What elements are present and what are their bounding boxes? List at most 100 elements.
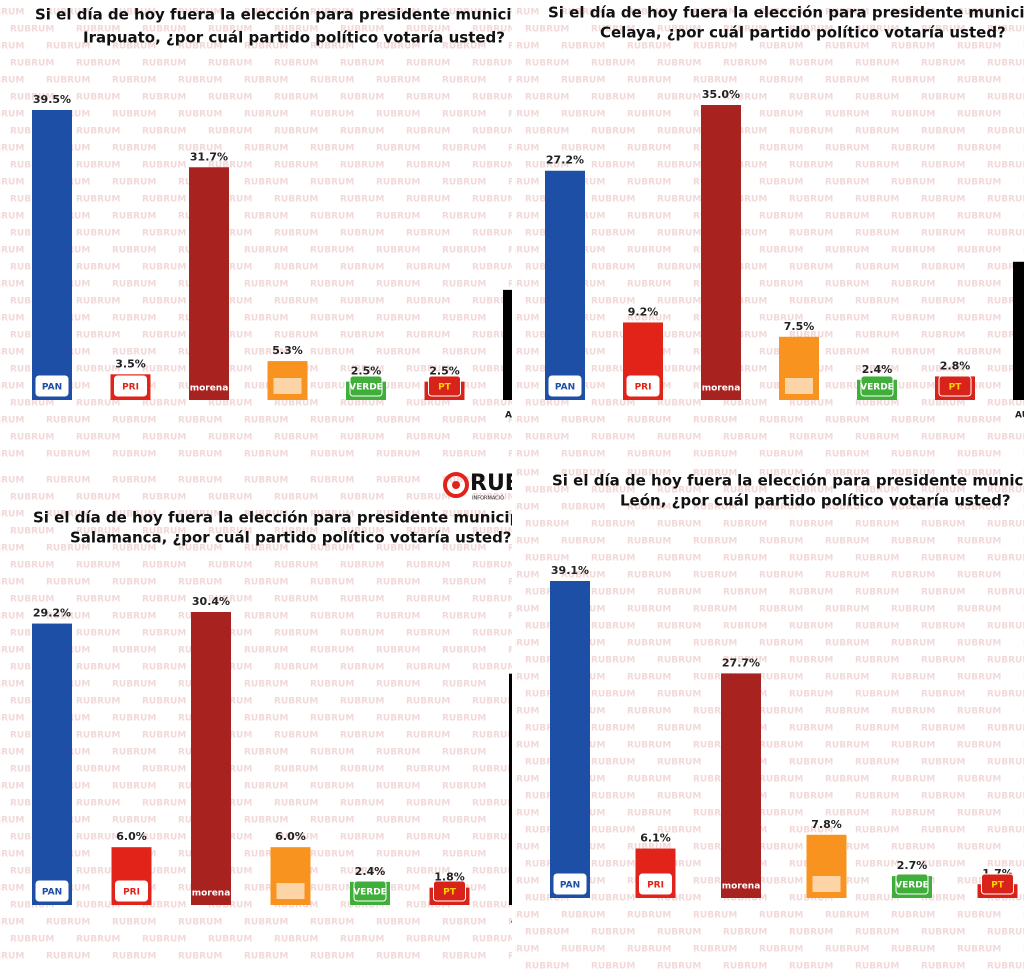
- chart-title: Si el día de hoy fuera la elección para …: [33, 509, 536, 527]
- watermark: RUBRUM: [0, 280, 24, 290]
- panel-background: [515, 461, 1024, 973]
- watermark: RUBRUM: [657, 297, 701, 307]
- watermark: RUBRUM: [921, 656, 965, 666]
- watermark: RUBRUM: [208, 127, 252, 137]
- watermark: RUBRUM: [406, 799, 450, 809]
- watermark: RUBRUM: [508, 416, 552, 426]
- watermark: RUBRUM: [657, 690, 701, 700]
- watermark: RUBRUM: [987, 588, 1024, 598]
- watermark: RUBRUM: [957, 469, 1001, 479]
- watermark: RUBRUM: [561, 537, 605, 547]
- watermark: RUBRUM: [825, 503, 869, 513]
- watermark: RUBRUM: [921, 93, 965, 103]
- watermark: RUBRUM: [472, 433, 516, 443]
- watermark: RUBRUM: [825, 348, 869, 358]
- watermark: RUBRUM: [244, 178, 288, 188]
- watermark: RUBRUM: [406, 161, 450, 171]
- watermark: RUBRUM: [376, 212, 420, 222]
- category-label: PT: [443, 888, 457, 898]
- watermark: RUBRUM: [178, 144, 222, 154]
- watermark: RUBRUM: [442, 144, 486, 154]
- watermark: RUBRUM: [591, 433, 635, 443]
- category-label: AÚN: [505, 409, 527, 421]
- watermark: RUBRUM: [112, 42, 156, 52]
- watermark: RUBRUM: [891, 639, 935, 649]
- watermark: RUBRUM: [376, 612, 420, 622]
- watermark: RUBRUM: [406, 127, 450, 137]
- watermark: RUBRUM: [340, 799, 384, 809]
- category-label: VERDE: [349, 383, 383, 393]
- watermark: RUBRUM: [759, 76, 803, 86]
- watermark: RUBRUM: [472, 765, 516, 775]
- watermark: RUBRUM: [10, 399, 54, 409]
- watermark: RUBRUM: [627, 246, 671, 256]
- watermark: RUBRUM: [891, 450, 935, 460]
- watermark: RUBRUM: [921, 554, 965, 564]
- watermark: RUBRUM: [987, 331, 1024, 341]
- watermark: RUBRUM: [178, 918, 222, 928]
- watermark: RUBRUM: [310, 144, 354, 154]
- watermark: RUBRUM: [76, 127, 120, 137]
- watermark: RUBRUM: [591, 399, 635, 409]
- watermark: RUBRUM: [406, 93, 450, 103]
- watermark: RUBRUM: [921, 59, 965, 69]
- watermark: RUBRUM: [957, 110, 1001, 120]
- watermark: RUBRUM: [472, 833, 516, 843]
- category-label: VERDE: [353, 888, 387, 898]
- watermark: RUBRUM: [508, 918, 552, 928]
- watermark: RUBRUM: [789, 195, 833, 205]
- category-label: PAN: [42, 383, 62, 393]
- watermark: RUBRUM: [825, 571, 869, 581]
- watermark: RUBRUM: [310, 510, 354, 520]
- watermark: RUBRUM: [627, 843, 671, 853]
- watermark: RUBRUM: [855, 331, 899, 341]
- watermark: RUBRUM: [495, 945, 539, 955]
- watermark: RUBRUM: [825, 537, 869, 547]
- watermark: RUBRUM: [142, 195, 186, 205]
- watermark: RUBRUM: [508, 450, 552, 460]
- watermark: RUBRUM: [891, 382, 935, 392]
- watermark: RUBRUM: [142, 229, 186, 239]
- watermark: RUBRUM: [376, 382, 420, 392]
- watermark: RUBRUM: [495, 707, 539, 717]
- watermark: RUBRUM: [855, 622, 899, 632]
- watermark: RUBRUM: [759, 537, 803, 547]
- watermark: RUBRUM: [508, 476, 552, 486]
- watermark: RUBRUM: [693, 877, 737, 887]
- party-logo: [895, 873, 929, 895]
- watermark: RUBRUM: [855, 826, 899, 836]
- watermark: RUBRUM: [495, 911, 539, 921]
- watermark: RUBRUM: [627, 450, 671, 460]
- watermark: RUBRUM: [591, 59, 635, 69]
- watermark: RUBRUM: [627, 314, 671, 324]
- watermark: RUBRUM: [495, 382, 539, 392]
- watermark: RUBRUM: [525, 724, 569, 734]
- watermark: RUBRUM: [987, 195, 1024, 205]
- watermark: RUBRUM: [657, 622, 701, 632]
- watermark: RUBRUM: [76, 25, 120, 35]
- watermark: RUBRUM: [627, 144, 671, 154]
- data-label: 6.1%: [640, 832, 671, 845]
- watermark: RUBRUM: [244, 382, 288, 392]
- watermark: RUBRUM: [759, 707, 803, 717]
- watermark: RUBRUM: [855, 399, 899, 409]
- watermark: RUBRUM: [495, 843, 539, 853]
- watermark: RUBRUM: [591, 229, 635, 239]
- data-label: 7.5%: [784, 320, 815, 333]
- watermark: RUBRUM: [855, 127, 899, 137]
- watermark: RUBRUM: [274, 799, 318, 809]
- watermark: RUBRUM: [112, 782, 156, 792]
- watermark: RUBRUM: [376, 42, 420, 52]
- watermark: RUBRUM: [921, 433, 965, 443]
- watermark: RUBRUM: [957, 212, 1001, 222]
- watermark: RUBRUM: [495, 178, 539, 188]
- watermark: RUBRUM: [142, 867, 186, 877]
- watermark: RUBRUM: [561, 42, 605, 52]
- watermark: RUBRUM: [274, 263, 318, 273]
- party-logo: [548, 375, 582, 397]
- party-logo: [981, 873, 1014, 895]
- watermark: RUBRUM: [208, 527, 252, 537]
- watermark: RUBRUM: [406, 901, 450, 911]
- watermark: RUBRUM: [340, 561, 384, 571]
- watermark: RUBRUM: [591, 758, 635, 768]
